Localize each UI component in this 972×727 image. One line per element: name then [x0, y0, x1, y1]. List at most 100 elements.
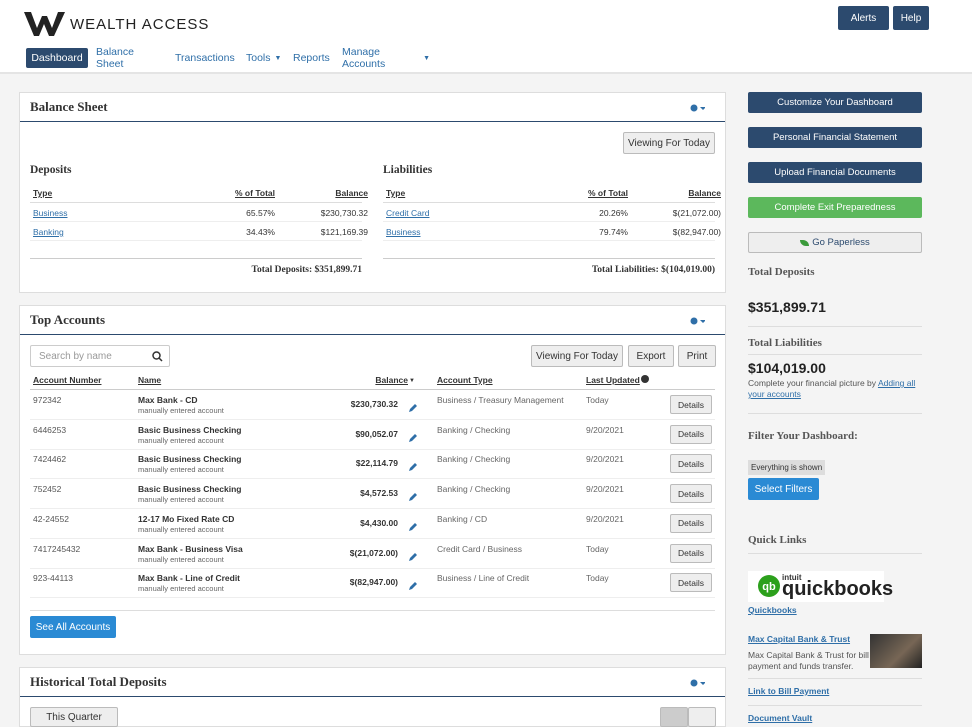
details-button[interactable]: Details [670, 395, 712, 414]
balance: $4,572.53 [360, 488, 398, 499]
viewing-button[interactable]: Viewing For Today [623, 132, 715, 154]
last-updated: 9/20/2021 [586, 513, 624, 524]
sidebar-button[interactable]: Go Paperless [748, 232, 922, 253]
type-link[interactable]: Business [33, 208, 68, 218]
account-type: Credit Card / Business [437, 543, 523, 554]
toolbar-button[interactable]: Export [628, 345, 674, 367]
edit-icon [408, 519, 417, 531]
account-type: Banking / Checking [437, 484, 511, 495]
nav-item[interactable]: Dashboard [26, 48, 88, 68]
column-header: Type [386, 188, 406, 198]
divider [383, 258, 715, 259]
last-updated: 9/20/2021 [586, 484, 624, 495]
quick-link[interactable]: Link to Bill Payment [748, 686, 830, 696]
account-type: Business / Line of Credit [437, 573, 530, 584]
balance: $90,052.07 [355, 428, 398, 439]
divider [30, 240, 362, 241]
account-note: manually entered account [138, 495, 224, 505]
edit-icon [408, 489, 417, 502]
divider [748, 678, 922, 679]
nav-item[interactable]: Transactions [175, 52, 235, 64]
account-number: 972342 [33, 395, 62, 405]
divider [30, 419, 715, 420]
details-button[interactable]: Details [670, 484, 712, 504]
note: Complete your financial picture by Addin… [748, 378, 922, 400]
label: Total Deposits [748, 266, 815, 278]
period-dropdown[interactable]: This Quarter [30, 707, 118, 727]
cell: $230,730.32 [320, 208, 368, 218]
leaf-icon [800, 239, 810, 246]
column-header: Name [138, 375, 162, 385]
sidebar-button[interactable]: Customize Your Dashboard [748, 92, 922, 113]
edit-icon [408, 578, 417, 591]
divider [748, 326, 922, 327]
quick-link[interactable]: Quickbooks [748, 605, 797, 615]
details-button[interactable]: Details [670, 513, 712, 533]
nav-item[interactable]: Reports [293, 52, 330, 64]
quick-link[interactable]: Max Capital Bank & Trust [748, 634, 851, 644]
account-type: Banking / Checking [437, 454, 511, 465]
qb-big: quickbooks [782, 578, 894, 600]
edit-icon [408, 549, 417, 561]
value: $351,899.71 [748, 299, 826, 315]
details-button[interactable]: Details [670, 543, 712, 563]
account-note: manually entered account [138, 554, 224, 564]
sidebar-button[interactable]: Complete Exit Preparedness [748, 197, 922, 218]
filter-badge: Everything is shown [748, 460, 826, 475]
search-input[interactable]: Search by name [30, 345, 170, 367]
nav-item[interactable]: Balance Sheet [96, 46, 134, 70]
see-all-button[interactable]: See All Accounts [30, 616, 116, 638]
account-note: manually entered account [138, 524, 224, 534]
account-name: Basic Business Checking [138, 424, 242, 435]
divider [748, 553, 922, 554]
details-button[interactable]: Details [670, 454, 712, 474]
divider [30, 610, 715, 611]
quick-link-desc: Max Capital Bank & Trust for bill paymen… [748, 650, 869, 671]
gear-icon [690, 317, 705, 325]
edit-icon [408, 430, 417, 442]
filter-title: Filter Your Dashboard: [748, 430, 858, 442]
type-link[interactable]: Credit Card [386, 208, 430, 218]
divider [30, 567, 715, 569]
divider [30, 258, 362, 259]
quick-links-title: Quick Links [748, 534, 807, 546]
note-text: Complete your financial picture by [748, 378, 878, 388]
balance: $22,114.79 [355, 458, 398, 469]
filter-button[interactable]: Select Filters [748, 478, 819, 500]
nav-item[interactable]: Manage Accounts ▼ [342, 46, 430, 70]
account-name: 12-17 Mo Fixed Rate CD [138, 513, 235, 524]
sidebar-button[interactable]: Personal Financial Statement [748, 127, 922, 148]
type-link[interactable]: Banking [33, 227, 64, 237]
search-icon [152, 351, 163, 362]
cell: 79.74% [599, 227, 628, 237]
toolbar-button[interactable]: Print [678, 345, 716, 367]
account-number: 752452 [33, 484, 62, 495]
quick-link[interactable]: Document Vault [748, 713, 813, 723]
note-link[interactable]: Adding all your accounts [748, 378, 916, 399]
header-button[interactable]: Alerts [838, 6, 889, 30]
link-image [870, 634, 922, 668]
divider [383, 240, 715, 241]
details-button[interactable]: Details [670, 573, 712, 593]
gear-icon [690, 104, 705, 112]
quickbooks-logo: qb intuit quickbooks [748, 571, 893, 602]
label: Total Liabilities [748, 337, 822, 349]
type-link[interactable]: Business [386, 227, 421, 237]
divider [748, 413, 922, 414]
column-header: Account Type [437, 375, 493, 385]
panel-title: Balance Sheet [20, 93, 725, 122]
chart-view-button[interactable] [660, 707, 688, 727]
sidebar-button[interactable]: Upload Financial Documents [748, 162, 922, 183]
value: $104,019.00 [748, 360, 826, 376]
nav-item[interactable]: Tools ▼ [246, 52, 282, 64]
section-title: Deposits [30, 164, 72, 176]
edit-icon [408, 459, 417, 472]
account-name: Basic Business Checking [138, 484, 242, 495]
caret: ▼ [274, 54, 282, 62]
account-type: Banking / Checking [437, 424, 511, 435]
divider [30, 508, 715, 510]
toolbar-button[interactable]: Viewing For Today [531, 345, 623, 367]
table-view-button[interactable] [688, 707, 716, 727]
header-button[interactable]: Help [893, 6, 929, 30]
details-button[interactable]: Details [670, 424, 712, 444]
